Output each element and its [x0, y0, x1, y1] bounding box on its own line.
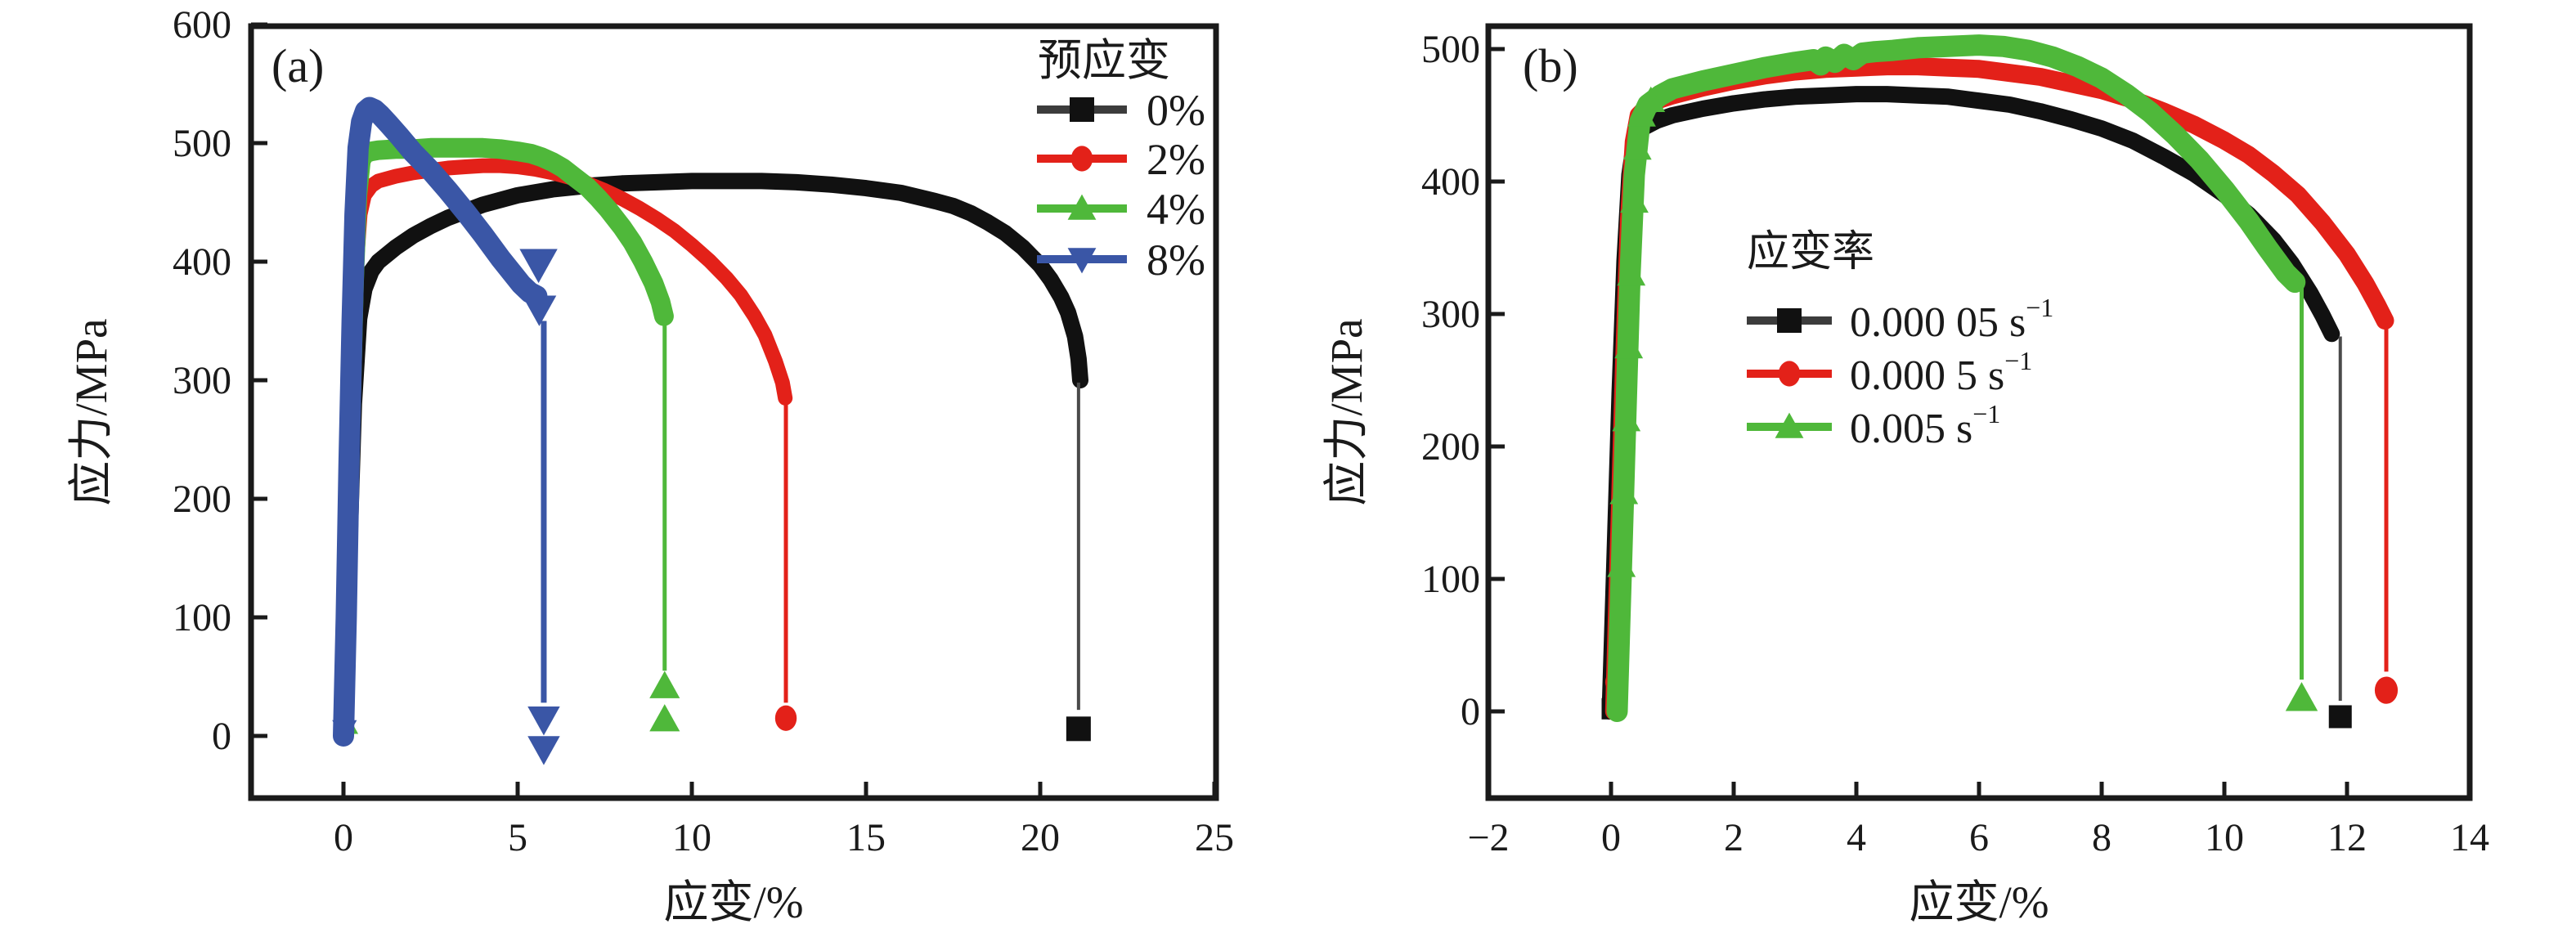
series-a-3: [332, 96, 560, 765]
x-axis-title: 应变/%: [663, 877, 803, 927]
y-tick-label: 200: [1421, 425, 1480, 469]
triangle-up-marker: [1622, 134, 1652, 160]
legend-label: 0.000 05 s−1: [1850, 293, 2053, 346]
square-marker: [1066, 716, 1091, 742]
triangle-up-marker: [2285, 682, 2318, 711]
x-axis-title: 应变/%: [1909, 877, 2049, 927]
triangle-down-marker: [332, 720, 357, 742]
legend-entry: 8%: [1037, 235, 1205, 285]
y-tick-label: 400: [173, 240, 231, 284]
x-tick-label: 12: [2327, 816, 2367, 859]
triangle-down-marker: [522, 295, 557, 326]
triangle-up-marker: [649, 671, 680, 698]
x-tick-label: 10: [672, 816, 711, 859]
plot-border: [248, 23, 1219, 801]
legend-label: 2%: [1147, 135, 1205, 184]
triangle-up-marker: [1627, 101, 1656, 127]
x-axis: 0 5 10 15 20 25: [334, 782, 1234, 859]
y-axis-title: 应力/MPa: [66, 318, 116, 505]
circle-legend-marker: [1778, 361, 1801, 387]
x-tick-label: 25: [1195, 816, 1234, 859]
x-axis: −2 0 2 4 6 8 10 12 14: [1467, 782, 2489, 859]
legend-entry: 0.000 5 s−1: [1747, 346, 2032, 399]
triangle-up-marker: [1607, 551, 1636, 577]
panel-a: 0 5 10 15 20 25 0 100 200 300 400 500 600 应变/% 应力/MPa 预…: [66, 3, 1234, 927]
x-tick-label: 0: [334, 816, 353, 859]
circle-legend-marker: [1070, 146, 1093, 172]
x-tick-label: 2: [1724, 816, 1744, 859]
triangle-down-marker: [527, 706, 560, 736]
y-tick-label: 500: [1421, 28, 1480, 71]
series-curve: [335, 173, 1088, 744]
x-tick-label: 4: [1847, 816, 1866, 859]
x-tick-label: 15: [846, 816, 886, 859]
series-curve: [333, 96, 548, 747]
x-tick-label: 20: [1021, 816, 1060, 859]
y-tick-label: 400: [1421, 160, 1480, 204]
triangle-down-marker: [527, 736, 560, 765]
square-legend-marker: [1777, 308, 1802, 333]
y-tick-label: 100: [173, 596, 231, 639]
x-tick-label: 8: [2092, 816, 2112, 859]
y-tick-label: 600: [173, 3, 231, 47]
x-tick-label: 0: [1601, 816, 1621, 859]
legend: 应变率 0.000 05 s−10.000 5 s−10.005 s−1: [1747, 229, 2053, 452]
triangle-up-marker: [1609, 478, 1639, 505]
legend-label: 8%: [1147, 235, 1205, 285]
x-tick-label: 10: [2205, 816, 2244, 859]
triangle-up-legend-marker: [1067, 194, 1097, 220]
circle-marker: [774, 705, 797, 731]
legend-title: 应变率: [1747, 229, 1874, 276]
legend-entry: 0.000 05 s−1: [1747, 293, 2053, 346]
y-axis-title: 应力/MPa: [1322, 318, 1371, 505]
y-axis: 0 100 200 300 400 500: [1421, 28, 1505, 733]
legend-entry: 4%: [1037, 185, 1205, 234]
legend-title: 预应变: [1038, 36, 1170, 85]
triangle-up-legend-marker: [1775, 412, 1804, 438]
x-tick-label: 6: [1969, 816, 1989, 859]
x-tick-label: 5: [508, 816, 527, 859]
y-tick-label: 0: [212, 715, 231, 758]
panel-label: (b): [1523, 39, 1578, 92]
y-tick-label: 300: [1421, 293, 1480, 336]
series-b-2: [1606, 34, 2318, 722]
circle-marker: [2374, 676, 2399, 704]
y-tick-label: 100: [1421, 558, 1480, 601]
series-a-2: [333, 137, 680, 746]
square-legend-marker: [1070, 97, 1094, 122]
legend-label: 0%: [1147, 86, 1205, 135]
legend-entry: 0%: [1037, 86, 1205, 135]
triangle-up-marker: [1612, 406, 1641, 432]
triangle-up-marker: [1614, 333, 1644, 359]
series-curve: [336, 158, 793, 743]
legend-label: 0.000 5 s−1: [1850, 346, 2032, 399]
y-axis: 0 100 200 300 400 500 600: [173, 3, 267, 758]
legend-label: 0.005 s−1: [1850, 399, 2000, 452]
panel-label: (a): [272, 39, 324, 92]
triangle-up-marker: [1636, 86, 1666, 112]
triangle-up-marker: [1617, 260, 1646, 286]
y-tick-label: 0: [1461, 690, 1480, 733]
y-tick-label: 300: [173, 359, 231, 402]
panel-b: −2 0 2 4 6 8 10 12 14 0 100 200 300 400 500 应变/% 应力/MPa 应…: [1322, 23, 2489, 927]
triangle-down-legend-marker: [1067, 248, 1097, 274]
triangle-down-marker: [519, 249, 558, 284]
legend-entry: 2%: [1037, 135, 1205, 184]
triangle-up-marker: [649, 704, 680, 732]
series-curve: [334, 137, 674, 746]
legend-label: 4%: [1147, 185, 1205, 234]
square-marker: [2328, 705, 2352, 729]
y-tick-label: 500: [173, 122, 231, 165]
x-tick-label: −2: [1467, 816, 1509, 859]
series-a-0: [335, 173, 1091, 744]
series-a-1: [336, 158, 797, 743]
triangle-up-marker: [1620, 186, 1649, 213]
legend-entry: 0.005 s−1: [1747, 399, 2000, 452]
x-tick-label: 14: [2450, 816, 2489, 859]
y-tick-label: 200: [173, 478, 231, 521]
